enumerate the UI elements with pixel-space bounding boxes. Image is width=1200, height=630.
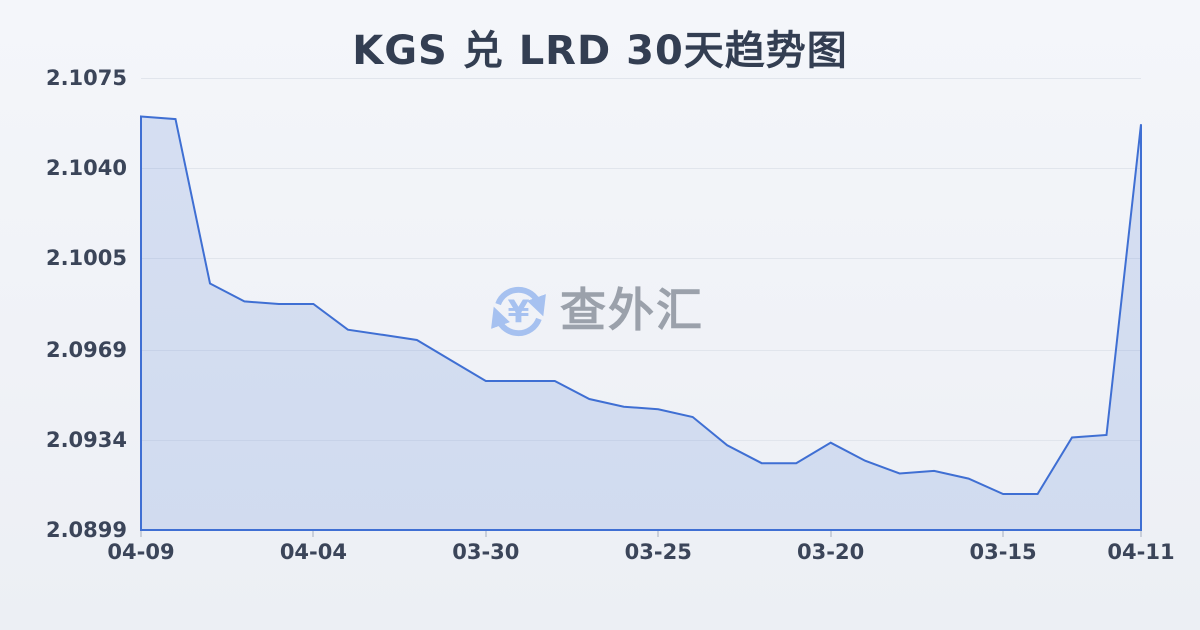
y-axis-label: 2.1040 <box>45 155 127 180</box>
x-axis-line <box>141 529 1141 531</box>
y-axis-label: 2.1075 <box>45 66 127 90</box>
gridline <box>141 78 1141 79</box>
x-axis-tick <box>1002 531 1005 537</box>
x-axis-label: 04-04 <box>279 540 347 564</box>
x-axis-label: 03-20 <box>797 540 865 564</box>
y-axis-label: 2.0899 <box>45 518 127 542</box>
x-axis-label: 03-15 <box>969 540 1037 564</box>
watermark: ¥ 查外汇 <box>487 279 704 342</box>
y-axis-label: 2.0969 <box>45 338 127 363</box>
x-axis-label: 03-30 <box>452 540 520 564</box>
x-axis-label: 03-25 <box>624 540 692 564</box>
page-title: KGS 兑 LRD 30天趋势图 <box>352 28 848 74</box>
x-axis-tick <box>657 531 660 537</box>
x-axis-tick <box>829 531 832 537</box>
x-axis-tick <box>140 531 142 537</box>
gridline <box>141 350 1141 352</box>
currency-exchange-yen-icon: ¥ <box>491 286 546 337</box>
gridline <box>141 257 1141 259</box>
y-axis-label: 2.0934 <box>45 428 127 453</box>
watermark-text: 查外汇 <box>560 283 704 337</box>
x-axis-label: 04-09 <box>107 540 175 564</box>
trend-area <box>140 115 1142 531</box>
gridline <box>141 167 1141 169</box>
x-axis-tick <box>484 531 487 537</box>
x-axis-tick <box>1140 531 1142 537</box>
svg-text:¥: ¥ <box>508 294 530 330</box>
x-axis-label: 04-11 <box>1107 540 1175 564</box>
x-axis-tick <box>312 531 315 537</box>
y-axis-label: 2.1005 <box>45 245 127 270</box>
gridline <box>141 440 1141 442</box>
